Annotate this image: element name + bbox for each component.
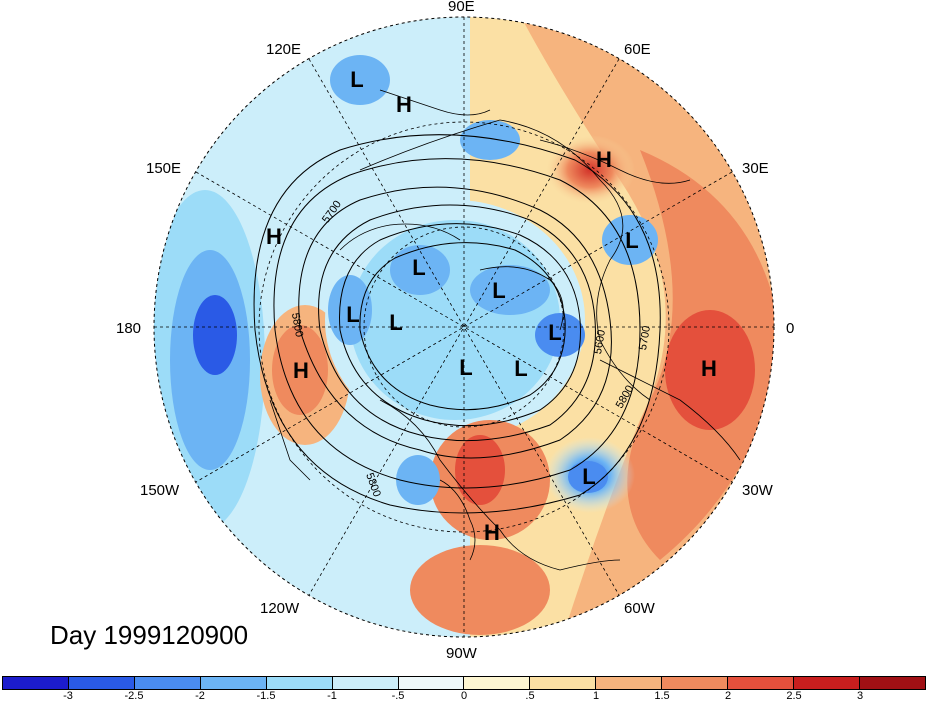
colorbar-swatch — [200, 677, 267, 689]
lon-label-30e: 30E — [742, 160, 769, 177]
colorbar-swatch — [134, 677, 201, 689]
lon-label-90e: 90E — [448, 0, 475, 15]
colorbar-tick-label: -.5 — [391, 690, 405, 702]
colorbar-tick-label: .5 — [525, 690, 535, 702]
colorbar-swatch — [794, 677, 860, 689]
colorbar-swatch — [3, 677, 69, 689]
colorbar-tick-label: 1 — [592, 690, 600, 702]
colorbar-swatch — [530, 677, 597, 689]
pressure-center-low: L — [412, 255, 426, 280]
pressure-center-low: L — [492, 278, 506, 303]
lon-label-0: 0 — [786, 320, 795, 337]
colorbar-swatch — [398, 677, 465, 689]
colorbar-tick-label: -2.5 — [124, 690, 144, 702]
pressure-center-low: L — [389, 310, 403, 335]
colorbar-tick-label: 3 — [856, 690, 864, 702]
colorbar-tick-label: -2 — [195, 690, 205, 702]
pressure-center-high: H — [266, 224, 282, 249]
lon-label-120e: 120E — [266, 41, 302, 58]
pressure-center-low: L — [459, 355, 473, 380]
lon-label-150w: 150W — [140, 482, 180, 499]
colorbar-tick-label: 1.5 — [654, 690, 670, 702]
colorbar-swatch — [662, 677, 729, 689]
height-contours — [253, 134, 661, 514]
lon-label-90w: 90W — [446, 645, 477, 662]
coastlines — [269, 89, 741, 571]
colorbar-swatch — [596, 677, 663, 689]
colorbar-swatch — [68, 677, 135, 689]
lon-label-60e: 60E — [624, 41, 651, 58]
day-label: Day 1999120900 — [50, 620, 249, 650]
colorbar-swatch — [266, 677, 333, 689]
colorbar-tick-label: 2.5 — [786, 690, 802, 702]
pressure-center-low: L — [548, 320, 562, 345]
pressure-center-low: L — [346, 302, 360, 327]
colorbar-tick-label: -3 — [63, 690, 73, 702]
pressure-center-low: L — [625, 228, 639, 253]
pressure-center-low: L — [582, 464, 596, 489]
lon-label-180: 180 — [116, 320, 142, 337]
lon-label-30w: 30W — [742, 482, 773, 499]
colorbar-tick-label: 0 — [460, 690, 468, 702]
colorbar-swatch — [332, 677, 399, 689]
pressure-center-low: L — [514, 356, 528, 381]
colorbar-swatch — [728, 677, 795, 689]
colorbar-tick-label: -1 — [327, 690, 337, 702]
lon-label-150e: 150E — [146, 160, 182, 177]
pressure-center-high: H — [293, 358, 309, 383]
lon-label-60w: 60W — [624, 600, 655, 617]
colorbar — [2, 676, 926, 690]
colorbar-tick-label: 2 — [724, 690, 732, 702]
pressure-center-low: L — [350, 67, 364, 92]
pressure-center-high: H — [396, 92, 412, 117]
colorbar-tick-label: -1.5 — [256, 690, 276, 702]
pressure-center-high: H — [484, 520, 500, 545]
pressure-center-high: H — [596, 147, 612, 172]
colorbar-swatch — [464, 677, 531, 689]
lon-label-120w: 120W — [260, 600, 300, 617]
colorbar-swatch — [859, 677, 925, 689]
pressure-center-high: H — [701, 356, 717, 381]
